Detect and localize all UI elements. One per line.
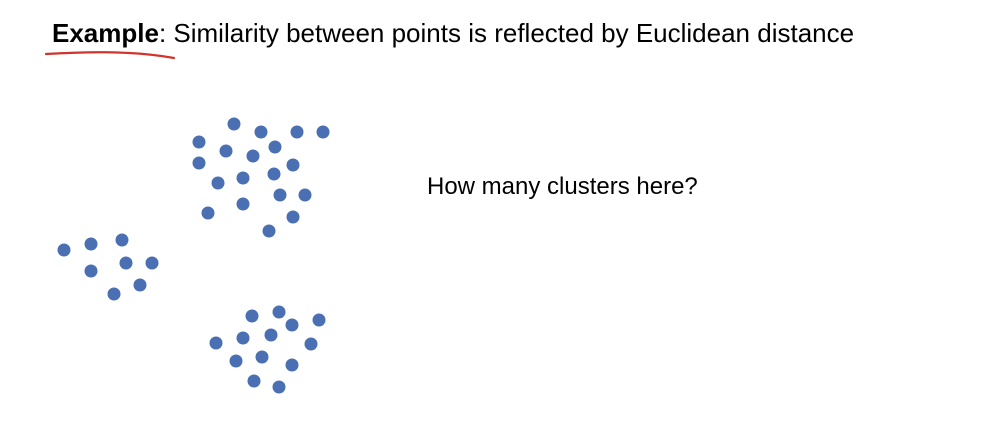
cluster-bottom bbox=[209, 305, 326, 394]
data-point bbox=[298, 188, 312, 202]
data-point bbox=[246, 149, 260, 163]
hand-drawn-underline bbox=[44, 51, 176, 60]
data-point bbox=[57, 243, 71, 257]
data-point bbox=[286, 210, 300, 224]
data-point bbox=[107, 287, 121, 301]
data-point bbox=[285, 318, 299, 332]
data-point bbox=[262, 224, 276, 238]
data-point bbox=[268, 140, 282, 154]
data-point bbox=[115, 233, 129, 247]
data-point bbox=[286, 158, 300, 172]
data-point bbox=[192, 135, 206, 149]
data-point bbox=[304, 337, 318, 351]
data-point bbox=[211, 176, 225, 190]
data-point bbox=[192, 156, 206, 170]
data-point bbox=[273, 188, 287, 202]
data-point bbox=[254, 125, 268, 139]
data-point bbox=[229, 354, 243, 368]
data-point bbox=[209, 336, 223, 350]
slide-title-rest: : Similarity between points is reflected… bbox=[158, 18, 855, 48]
data-point bbox=[312, 313, 326, 327]
data-point bbox=[133, 278, 147, 292]
data-point bbox=[84, 264, 98, 278]
data-point bbox=[267, 167, 281, 181]
data-point bbox=[201, 206, 215, 220]
data-point bbox=[119, 256, 133, 270]
data-point bbox=[236, 331, 250, 345]
data-point bbox=[272, 380, 286, 394]
data-point bbox=[84, 237, 98, 251]
data-point bbox=[255, 350, 269, 364]
cluster-question: How many clusters here? bbox=[427, 173, 698, 200]
data-point bbox=[145, 256, 159, 270]
cluster-top bbox=[192, 117, 330, 238]
data-point bbox=[316, 125, 330, 139]
slide-title-emphasis: Example bbox=[52, 18, 159, 48]
data-point bbox=[236, 197, 250, 211]
data-point bbox=[272, 305, 286, 319]
cluster-left bbox=[57, 233, 159, 301]
data-point bbox=[236, 171, 250, 185]
data-point bbox=[227, 117, 241, 131]
data-point bbox=[264, 328, 278, 342]
data-point bbox=[290, 125, 304, 139]
data-point bbox=[285, 358, 299, 372]
data-point bbox=[245, 309, 259, 323]
data-point bbox=[219, 144, 233, 158]
data-point bbox=[247, 374, 261, 388]
slide-title: Example: Similarity between points is re… bbox=[52, 16, 854, 50]
